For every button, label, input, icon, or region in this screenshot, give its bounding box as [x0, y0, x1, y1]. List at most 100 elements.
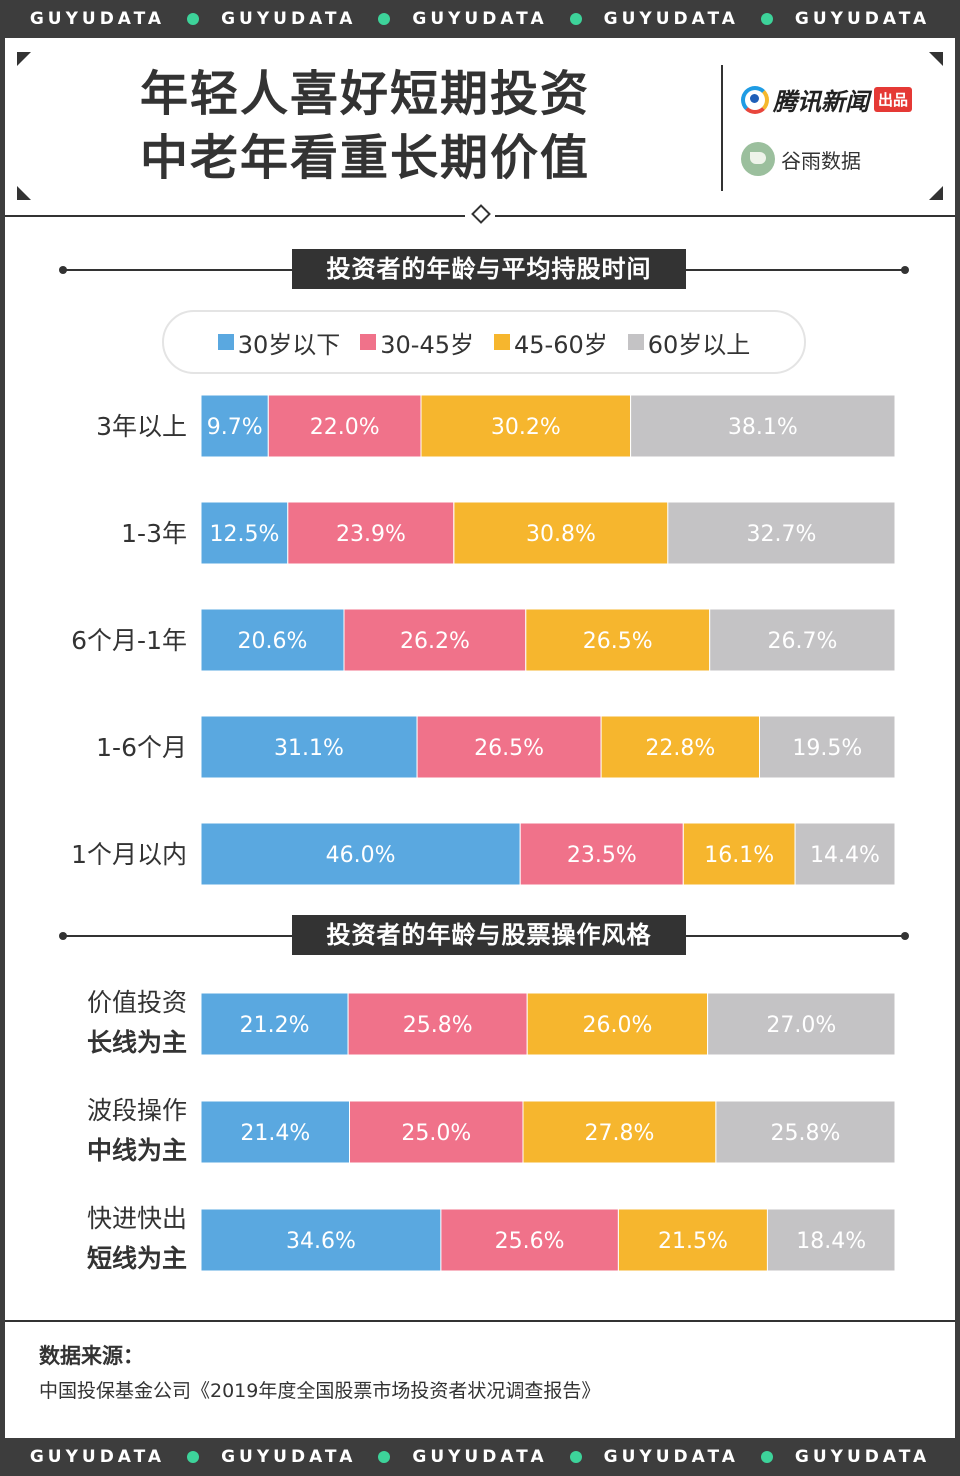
section-title-trading-style: 投资者的年龄与股票操作风格	[292, 915, 686, 955]
bar-segment	[420, 394, 632, 458]
data-label: 18.4%	[796, 1229, 866, 1254]
bar-segment	[200, 501, 289, 565]
bar-segment	[759, 715, 896, 779]
data-label: 26.2%	[400, 629, 470, 654]
category-label: 波段操作	[87, 1096, 187, 1125]
corner-mark	[929, 52, 943, 66]
band-dot-icon	[760, 13, 773, 25]
data-label: 19.5%	[792, 736, 862, 761]
legend-item: 30-45岁	[360, 325, 474, 360]
data-label: 26.5%	[583, 629, 653, 654]
category-label: 1-6个月	[96, 733, 187, 762]
bar-segment	[267, 394, 422, 458]
source-label: 数据来源：	[39, 1344, 144, 1368]
legend-swatch	[217, 334, 234, 350]
category-label: 快进快出	[87, 1204, 187, 1233]
bar-segment	[630, 394, 896, 458]
data-label: 9.7%	[207, 415, 263, 440]
corner-mark	[17, 186, 31, 200]
data-label: 32.7%	[746, 522, 816, 547]
data-label: 34.6%	[286, 1229, 356, 1254]
bar-segment	[600, 715, 760, 779]
band-label: GUYUDATA	[412, 9, 548, 29]
band-label: GUYUDATA	[794, 1447, 931, 1467]
data-label: 23.9%	[336, 522, 406, 547]
corner-mark	[929, 186, 943, 200]
band-dot-icon	[187, 1451, 200, 1463]
category-label: 1-3年	[121, 519, 187, 548]
bar-segment	[707, 992, 896, 1056]
band-dot-icon	[569, 13, 582, 25]
page-title: 年轻人喜好短期投资 中老年看重长期价值	[140, 62, 590, 190]
bar-segment	[709, 608, 896, 672]
data-label: 25.8%	[403, 1013, 473, 1038]
band-label: GUYUDATA	[603, 1447, 739, 1467]
bottom-band: GUYUDATA GUYUDATA GUYUDATA GUYUDATA GUYUDATA	[0, 1438, 960, 1476]
legend-swatch	[360, 334, 377, 350]
legend-label: 45-60岁	[514, 330, 608, 359]
data-label: 38.1%	[728, 415, 798, 440]
band-label: GUYUDATA	[29, 1447, 166, 1467]
bar-segment	[200, 715, 418, 779]
band-label: GUYUDATA	[412, 1447, 548, 1467]
data-label: 16.1%	[704, 843, 774, 868]
data-label: 25.0%	[401, 1121, 471, 1146]
data-label: 25.8%	[771, 1121, 841, 1146]
header-divider	[721, 65, 723, 191]
produced-badge: 出品	[874, 87, 913, 112]
legend-swatch	[494, 334, 510, 350]
bar-segment	[347, 992, 528, 1056]
data-label: 30.8%	[526, 522, 596, 547]
bar-segment	[522, 1100, 717, 1164]
bar-segment	[667, 501, 896, 565]
bar-segment	[200, 822, 521, 886]
title-line-1: 年轻人喜好短期投资	[140, 66, 591, 122]
data-label: 26.7%	[767, 629, 837, 654]
data-label: 14.4%	[810, 843, 880, 868]
data-label: 26.0%	[582, 1013, 652, 1038]
band-dot-icon	[760, 1451, 773, 1463]
legend: 30岁以下 30-45岁 45-60岁 60岁以上	[162, 310, 806, 374]
band-label: GUYUDATA	[603, 9, 739, 29]
band-dot-icon	[378, 1451, 391, 1463]
title-line-2: 中老年看重长期价值	[140, 130, 591, 186]
data-label: 46.0%	[326, 843, 396, 868]
band-dot-icon	[187, 13, 200, 25]
bar-segment	[453, 501, 669, 565]
data-label: 23.5%	[567, 843, 637, 868]
legend-item: 30岁以下	[217, 325, 341, 360]
data-label: 22.0%	[310, 415, 380, 440]
category-label: 价值投资	[87, 988, 187, 1017]
bar-segment	[200, 394, 269, 458]
tencent-news-text: 腾讯新闻	[773, 88, 869, 116]
bar-segment	[349, 1100, 524, 1164]
bar-segment	[617, 1208, 769, 1272]
legend-label: 30岁以下	[237, 330, 341, 359]
legend-item: 60岁以上	[627, 325, 751, 360]
legend-item: 45-60岁	[494, 325, 608, 360]
tencent-news-logo: 腾讯新闻 出品	[741, 82, 913, 117]
data-label: 21.5%	[658, 1229, 728, 1254]
top-band: GUYUDATA GUYUDATA GUYUDATA GUYUDATA GUYUDATA	[0, 0, 960, 38]
bar-segment	[200, 608, 345, 672]
stacked-bar-charts: 9.7% 22.0% 30.2% 38.1% 3年以上 12.5% 23.9% 30.8% 32…	[71, 394, 896, 1273]
infographic-card: 年轻人喜好短期投资 中老年看重长期价值 腾讯新闻 出品 谷雨数据 投资者的年龄与…	[5, 38, 955, 1438]
bar-segment	[526, 992, 709, 1056]
bar-segment	[343, 608, 527, 672]
legend-label: 60岁以上	[647, 330, 751, 359]
data-label: 31.1%	[274, 736, 344, 761]
bird-icon	[741, 142, 775, 176]
bar-segment	[440, 1208, 619, 1272]
footer-rule	[5, 1320, 955, 1322]
band-label: GUYUDATA	[794, 9, 931, 29]
guyu-data-logo: 谷雨数据	[741, 142, 861, 176]
bar-segment	[287, 501, 455, 565]
section-title-holding-time: 投资者的年龄与平均持股时间	[292, 249, 686, 289]
source-text: 中国投保基金公司《2019年度全国股票市场投资者状况调查报告》	[39, 1380, 601, 1402]
legend-label: 30-45岁	[380, 330, 474, 359]
category-label: 6个月-1年	[71, 626, 187, 655]
data-label: 27.0%	[766, 1013, 836, 1038]
data-label: 21.4%	[240, 1121, 310, 1146]
bar-segment	[682, 822, 796, 886]
data-label: 26.5%	[474, 736, 544, 761]
